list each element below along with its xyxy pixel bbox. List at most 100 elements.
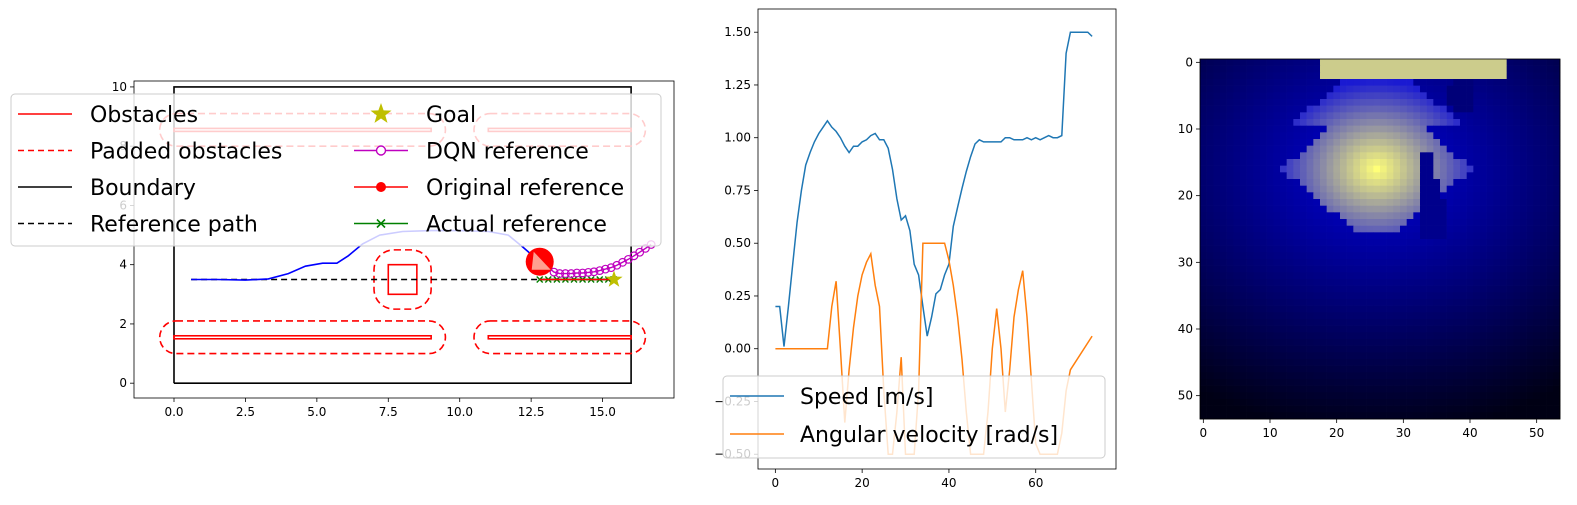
heatmap-cell bbox=[1320, 225, 1327, 233]
heatmap-cell bbox=[1453, 412, 1461, 420]
heatmap-cell bbox=[1253, 319, 1261, 326]
heatmap-cell bbox=[1486, 292, 1494, 300]
heatmap-cell bbox=[1473, 292, 1481, 300]
heatmap-cell bbox=[1553, 405, 1561, 413]
heatmap-cell bbox=[1400, 345, 1407, 353]
heatmap-cell bbox=[1220, 112, 1227, 120]
heatmap-cell bbox=[1453, 405, 1461, 413]
heatmap-cell bbox=[1433, 365, 1441, 373]
heatmap-cell bbox=[1313, 192, 1321, 200]
heatmap-cell bbox=[1400, 385, 1407, 393]
heatmap-cell bbox=[1440, 159, 1447, 166]
heatmap-cell bbox=[1353, 219, 1361, 226]
heatmap-cell bbox=[1406, 219, 1414, 226]
heatmap-cell bbox=[1233, 185, 1241, 193]
heatmap-cell bbox=[1340, 79, 1347, 86]
heatmap-cell bbox=[1546, 199, 1554, 206]
heatmap-cell bbox=[1466, 212, 1474, 220]
heatmap-cell bbox=[1500, 205, 1507, 213]
heatmap-cell bbox=[1373, 319, 1381, 326]
heatmap-cell bbox=[1493, 179, 1501, 186]
heatmap-cell bbox=[1253, 299, 1261, 306]
heatmap-cell bbox=[1246, 385, 1254, 393]
robot-heading bbox=[531, 251, 551, 270]
heatmap-cell bbox=[1513, 185, 1521, 193]
heatmap-cell bbox=[1473, 85, 1481, 93]
heatmap-cell bbox=[1366, 165, 1374, 173]
heatmap-cell bbox=[1420, 339, 1427, 346]
heatmap-cell bbox=[1406, 92, 1414, 100]
heatmap-cell bbox=[1546, 119, 1554, 126]
heatmap-cell bbox=[1233, 245, 1241, 253]
heatmap-cell bbox=[1526, 405, 1534, 413]
heatmap-cell bbox=[1480, 125, 1487, 133]
heatmap-cell bbox=[1433, 259, 1441, 266]
heatmap-cell bbox=[1480, 325, 1487, 333]
heatmap-cell bbox=[1300, 272, 1307, 280]
heatmap-cell bbox=[1546, 132, 1554, 140]
heatmap-cell bbox=[1433, 212, 1441, 220]
heatmap-cell bbox=[1406, 405, 1414, 413]
heatmap-cell bbox=[1340, 392, 1347, 400]
heatmap-cell bbox=[1433, 125, 1441, 133]
heatmap-cell bbox=[1513, 172, 1521, 180]
heatmap-cell bbox=[1293, 59, 1301, 66]
heatmap-cell bbox=[1233, 139, 1241, 146]
heatmap-cell bbox=[1540, 399, 1547, 406]
heatmap-cell bbox=[1313, 305, 1321, 313]
heatmap-cell bbox=[1306, 172, 1314, 180]
heatmap-cell bbox=[1333, 245, 1341, 253]
heatmap-cell bbox=[1373, 85, 1381, 93]
heatmap-cell bbox=[1206, 119, 1214, 126]
heatmap-cell bbox=[1393, 299, 1401, 306]
heatmap-cell bbox=[1340, 192, 1347, 200]
heatmap-cell bbox=[1506, 339, 1514, 346]
heatmap-cell bbox=[1473, 232, 1481, 240]
heatmap-cell bbox=[1273, 119, 1281, 126]
heatmap-cell bbox=[1466, 292, 1474, 300]
heatmap-cell bbox=[1466, 372, 1474, 380]
heatmap-cell bbox=[1246, 179, 1254, 186]
heatmap-cell bbox=[1240, 219, 1247, 226]
heatmap-cell bbox=[1546, 219, 1554, 226]
heatmap-cell bbox=[1346, 305, 1354, 313]
heatmap-cell bbox=[1506, 259, 1514, 266]
heatmap-cell bbox=[1280, 399, 1287, 406]
heatmap-cell bbox=[1386, 72, 1394, 80]
heatmap-cell bbox=[1540, 245, 1547, 253]
heatmap-cell bbox=[1206, 92, 1214, 100]
heatmap-cell bbox=[1466, 219, 1474, 226]
heatmap-cell bbox=[1200, 179, 1207, 186]
heatmap-cell bbox=[1380, 259, 1387, 266]
heatmap-cell bbox=[1486, 179, 1494, 186]
heatmap-cell bbox=[1346, 125, 1354, 133]
heatmap-cell bbox=[1353, 185, 1361, 193]
heatmap-cell bbox=[1433, 145, 1441, 153]
heatmap-cell bbox=[1413, 299, 1421, 306]
heatmap-cell bbox=[1386, 279, 1394, 286]
heatmap-cell bbox=[1353, 232, 1361, 240]
heatmap-cell bbox=[1366, 305, 1374, 313]
heatmap-cell bbox=[1233, 72, 1241, 80]
x-tick-label: 12.5 bbox=[518, 405, 545, 419]
heatmap-cell bbox=[1346, 285, 1354, 293]
heatmap-cell bbox=[1433, 225, 1441, 233]
heatmap-cell bbox=[1233, 325, 1241, 333]
heatmap-cell bbox=[1220, 225, 1227, 233]
heatmap-cell bbox=[1313, 212, 1321, 220]
heatmap-cell bbox=[1393, 332, 1401, 340]
heatmap-cell bbox=[1266, 219, 1274, 226]
heatmap-cell bbox=[1453, 312, 1461, 320]
heatmap-cell bbox=[1266, 92, 1274, 100]
heatmap-cell bbox=[1326, 245, 1334, 253]
heatmap-cell bbox=[1493, 252, 1501, 260]
heatmap-cell bbox=[1206, 212, 1214, 220]
heatmap-cell bbox=[1220, 379, 1227, 386]
heatmap-cell bbox=[1246, 352, 1254, 360]
heatmap-cell bbox=[1446, 105, 1454, 113]
heatmap-cell bbox=[1340, 132, 1347, 140]
heatmap-cell bbox=[1326, 105, 1334, 113]
heatmap-cell bbox=[1213, 65, 1221, 73]
heatmap-cell bbox=[1333, 105, 1341, 113]
heatmap-cell bbox=[1426, 105, 1434, 113]
